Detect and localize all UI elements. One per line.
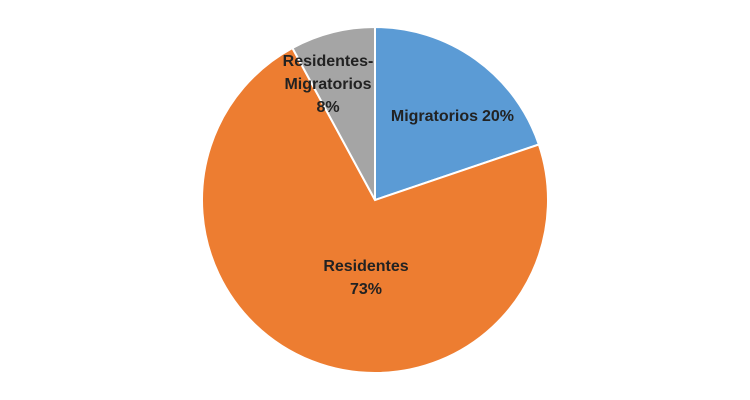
pie-slice <box>291 25 376 201</box>
pie-slice <box>374 25 541 202</box>
slice-value-label: 20% <box>482 108 514 125</box>
label-line: Residentes- <box>283 53 374 70</box>
slice-label: Residentes <box>323 258 408 275</box>
pie-slice <box>201 46 549 374</box>
slice-label: Migratorios <box>391 108 478 125</box>
slice-value-label: 8% <box>316 99 339 116</box>
slice-value-label: 73% <box>350 281 382 298</box>
label-line: Migratorios <box>284 76 371 93</box>
slice-label: Residentes- Migratorios <box>283 53 374 93</box>
